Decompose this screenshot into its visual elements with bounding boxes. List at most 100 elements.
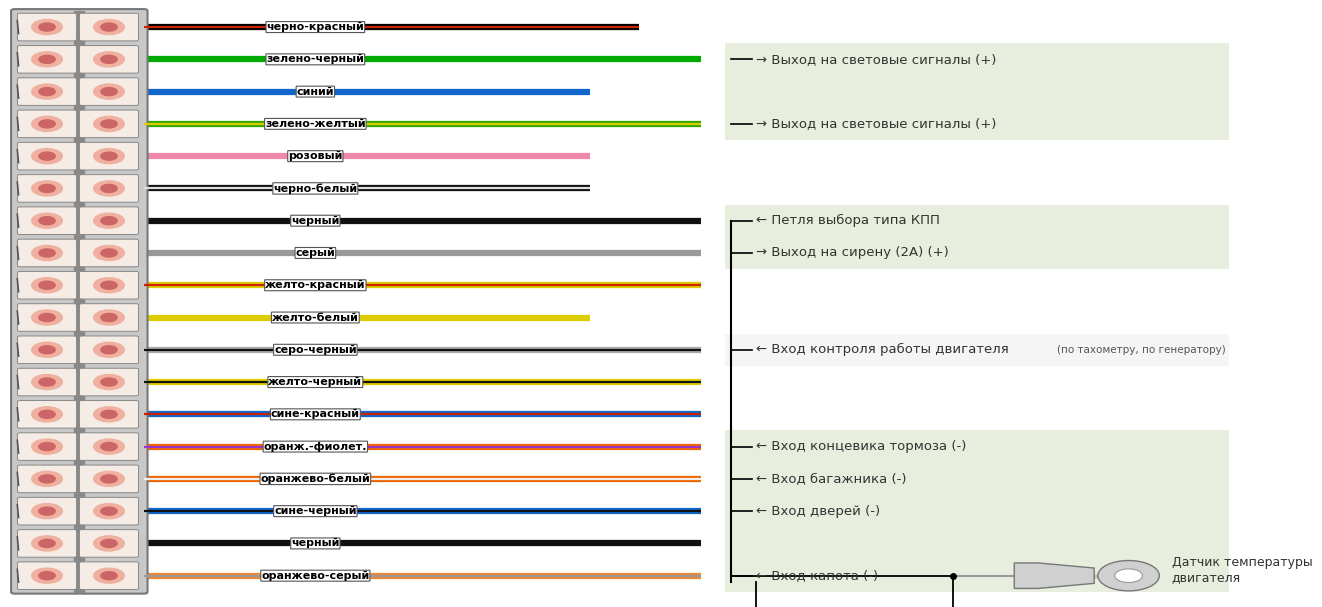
Circle shape (94, 310, 124, 325)
Circle shape (38, 55, 56, 63)
Circle shape (1114, 569, 1142, 583)
Circle shape (94, 439, 124, 454)
FancyBboxPatch shape (79, 271, 139, 299)
Circle shape (100, 507, 118, 515)
FancyBboxPatch shape (17, 239, 77, 266)
Circle shape (100, 120, 118, 128)
Circle shape (94, 52, 124, 67)
Circle shape (32, 245, 62, 260)
FancyBboxPatch shape (17, 304, 77, 331)
Circle shape (94, 19, 124, 35)
Circle shape (38, 23, 56, 31)
Text: сине-черный: сине-черный (274, 506, 357, 516)
Circle shape (32, 117, 62, 132)
Text: → Выход на световые сигналы (+): → Выход на световые сигналы (+) (756, 53, 997, 66)
Circle shape (38, 281, 56, 290)
Text: черно-белый: черно-белый (274, 183, 357, 194)
Text: → Выход на сирену (2А) (+): → Выход на сирену (2А) (+) (756, 246, 949, 259)
Bar (726, 527, 1229, 592)
Circle shape (94, 504, 124, 519)
FancyBboxPatch shape (17, 530, 77, 557)
Text: зелено-черный: зелено-черный (267, 54, 365, 64)
FancyBboxPatch shape (17, 175, 77, 202)
Text: синий: синий (296, 87, 334, 97)
Circle shape (32, 310, 62, 325)
Text: желто-красный: желто-красный (266, 280, 366, 290)
Text: серо-черный: серо-черный (274, 345, 357, 355)
Bar (726, 430, 1229, 527)
FancyBboxPatch shape (17, 271, 77, 299)
Circle shape (38, 87, 56, 96)
FancyBboxPatch shape (17, 497, 77, 525)
Text: черно-красный: черно-красный (267, 22, 365, 32)
Circle shape (94, 245, 124, 260)
Text: оранжево-белый: оранжево-белый (260, 473, 370, 484)
Circle shape (32, 342, 62, 358)
FancyBboxPatch shape (17, 401, 77, 428)
FancyBboxPatch shape (79, 562, 139, 589)
FancyBboxPatch shape (17, 465, 77, 493)
Circle shape (38, 540, 56, 548)
Text: Датчик температуры
двигателя: Датчик температуры двигателя (1171, 555, 1313, 583)
Circle shape (32, 504, 62, 519)
FancyBboxPatch shape (17, 562, 77, 589)
Circle shape (32, 213, 62, 228)
FancyBboxPatch shape (79, 78, 139, 106)
FancyBboxPatch shape (79, 304, 139, 331)
Circle shape (32, 439, 62, 454)
Text: (по тахометру, по генератору): (по тахометру, по генератору) (1058, 345, 1225, 354)
FancyBboxPatch shape (11, 9, 148, 594)
FancyBboxPatch shape (17, 13, 77, 41)
FancyBboxPatch shape (79, 497, 139, 525)
Bar (74, 11, 85, 592)
Circle shape (100, 23, 118, 31)
Text: черный: черный (291, 215, 340, 226)
Text: → Выход на световые сигналы (+): → Выход на световые сигналы (+) (756, 117, 997, 131)
Circle shape (38, 410, 56, 418)
FancyBboxPatch shape (17, 46, 77, 73)
Circle shape (100, 475, 118, 483)
Circle shape (38, 185, 56, 192)
FancyBboxPatch shape (17, 433, 77, 460)
FancyBboxPatch shape (79, 530, 139, 557)
Circle shape (94, 84, 124, 99)
Circle shape (32, 536, 62, 551)
Text: черный: черный (291, 538, 340, 549)
Circle shape (38, 475, 56, 483)
Bar (726, 43, 1229, 140)
Text: оранж.-фиолет.: оранж.-фиолет. (263, 442, 368, 452)
FancyBboxPatch shape (17, 368, 77, 396)
Text: розовый: розовый (288, 151, 342, 161)
Text: зелено-желтый: зелено-желтый (264, 119, 366, 129)
Circle shape (100, 378, 118, 386)
Text: ← Петля выбора типа КПП: ← Петля выбора типа КПП (756, 214, 940, 227)
Circle shape (38, 346, 56, 354)
Circle shape (38, 120, 56, 128)
Circle shape (32, 52, 62, 67)
Text: желто-белый: желто-белый (272, 313, 358, 322)
Circle shape (100, 540, 118, 548)
Circle shape (32, 149, 62, 164)
Circle shape (100, 152, 118, 160)
Circle shape (38, 572, 56, 580)
FancyBboxPatch shape (79, 13, 139, 41)
FancyBboxPatch shape (79, 110, 139, 138)
Circle shape (94, 471, 124, 486)
Text: сине-красный: сине-красный (271, 409, 360, 419)
FancyBboxPatch shape (17, 336, 77, 364)
Circle shape (94, 213, 124, 228)
Text: ← Вход концевика тормоза (-): ← Вход концевика тормоза (-) (756, 440, 966, 453)
Text: ← Вход контроля работы двигателя: ← Вход контроля работы двигателя (756, 343, 1013, 356)
Circle shape (94, 568, 124, 583)
Text: ← Вход дверей (-): ← Вход дверей (-) (756, 504, 880, 518)
Circle shape (38, 313, 56, 322)
FancyBboxPatch shape (79, 336, 139, 364)
Circle shape (94, 375, 124, 390)
Text: оранжево-серый: оранжево-серый (262, 571, 369, 581)
Circle shape (100, 55, 118, 63)
Circle shape (100, 281, 118, 290)
FancyBboxPatch shape (79, 239, 139, 266)
FancyBboxPatch shape (17, 143, 77, 170)
Circle shape (32, 181, 62, 196)
Text: серый: серый (296, 248, 336, 258)
